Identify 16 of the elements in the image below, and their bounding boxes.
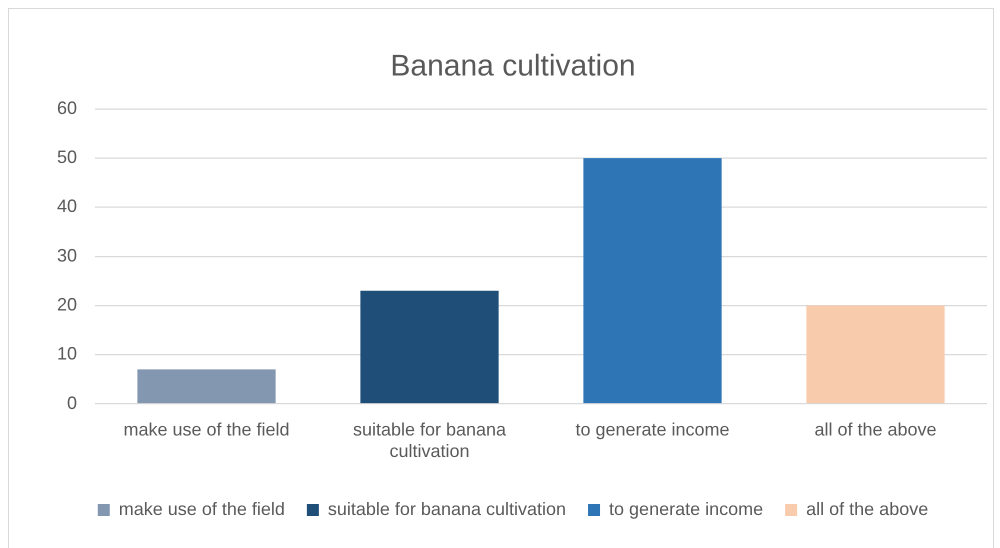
y-tick-label: 30	[56, 245, 78, 266]
y-tick-label: 50	[56, 147, 78, 168]
x-tick-label: to generate income	[575, 420, 730, 440]
legend-label: make use of the field	[118, 498, 285, 519]
y-tick-label: 10	[56, 344, 78, 364]
y-tick-label: 0	[67, 392, 78, 413]
x-tick-label: suitable for banana cultivation	[352, 420, 508, 462]
legend-label: suitable for banana cultivation	[328, 498, 566, 519]
y-tick-label: 40	[56, 196, 78, 216]
chart-title: Banana cultivation	[390, 49, 636, 82]
x-tick-label: all of the above	[814, 420, 937, 440]
legend-label: all of the above	[806, 498, 928, 519]
legend-label: to generate income	[609, 498, 764, 519]
y-tick-label: 60	[56, 98, 78, 118]
x-tick-label: make use of the field	[123, 420, 290, 440]
y-tick-label: 20	[56, 294, 78, 314]
